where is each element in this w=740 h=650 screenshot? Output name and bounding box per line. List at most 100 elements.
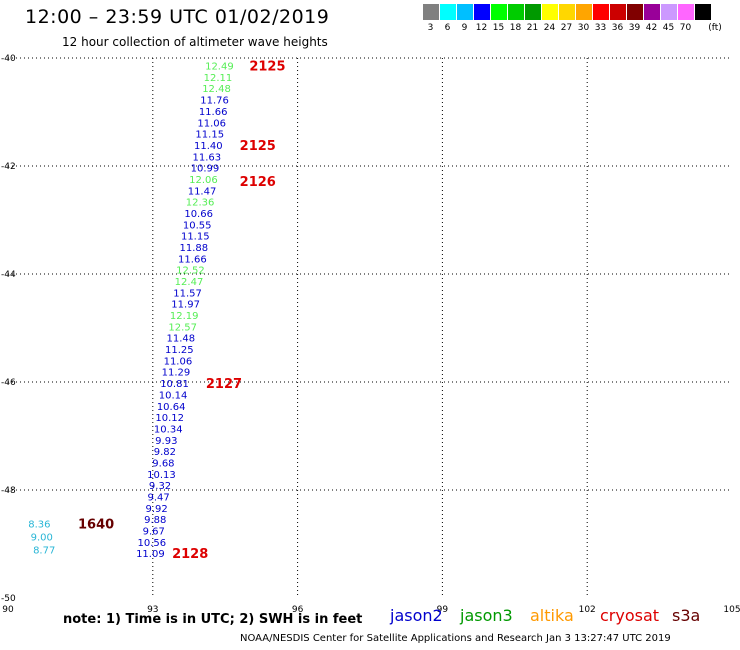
scale-label: 3 [427,23,434,33]
lon-tick-label: 96 [292,605,304,615]
wave-height-value: 9.32 [149,481,171,492]
wave-height-value: 12.52 [176,266,205,277]
lat-tick-label: -44 [1,270,16,280]
footer-credit: NOAA/NESDIS Center for Satellite Applica… [240,633,671,644]
scale-label: 24 [543,23,556,33]
wave-height-value: 9.67 [143,527,165,538]
wave-height-value: 9.82 [154,447,176,458]
wave-height-value: 11.63 [193,152,222,163]
legend-jason2: jason2 [390,606,443,625]
scale-unit: (ft) [708,23,722,33]
scale-label: 39 [628,23,641,33]
wave-height-value: 9.00 [31,532,53,543]
lat-tick-label: -42 [1,162,16,172]
scale-swatch [558,4,575,20]
scale-label: 12 [475,23,488,33]
scale-swatch [575,4,592,20]
scale-label: 27 [560,23,573,33]
wave-height-value: 12.06 [189,175,218,186]
legend-cryosat: cryosat [600,606,660,625]
wave-height-value: 12.11 [204,73,233,84]
wave-height-value: 11.66 [178,254,207,265]
lon-tick-label: 93 [147,605,158,615]
wave-height-value: 8.36 [28,519,50,530]
wave-height-value: 11.06 [164,356,193,367]
scale-swatch [456,4,473,20]
wave-height-value: 8.77 [33,545,55,556]
scale-swatch [473,4,490,20]
wave-height-value: 11.06 [197,118,226,129]
lon-tick-label: 102 [579,605,596,615]
wave-height-value: 10.56 [138,538,167,549]
lat-tick-label: -50 [1,594,16,604]
scale-swatch [422,4,439,20]
wave-height-value: 10.34 [154,424,183,435]
wave-height-value: 9.88 [144,515,166,526]
scale-label: 36 [611,23,624,33]
pass-number-label: 2125 [249,60,285,75]
scale-swatch [677,4,694,20]
scale-label: 18 [509,23,522,33]
scale-swatch [439,4,456,20]
pass-number-label: 2126 [240,175,276,190]
wave-height-value: 10.66 [184,209,213,220]
wave-height-value: 11.29 [162,368,191,379]
wave-height-value: 9.92 [146,504,168,515]
lat-tick-label: -46 [1,378,16,388]
pass-number-label: 2125 [240,139,276,154]
wave-height-value: 12.47 [175,277,204,288]
pass-number-label: 2128 [172,547,208,562]
wave-height-value: 10.81 [160,379,189,390]
scale-swatch [643,4,660,20]
wave-height-value: 10.99 [191,164,220,175]
wave-height-value: 11.88 [180,243,209,254]
scale-swatch [524,4,541,20]
wave-height-value: 11.15 [181,232,210,243]
wave-height-value: 10.14 [159,390,188,401]
wave-height-value: 11.76 [200,96,229,107]
wave-height-value: 11.09 [136,549,165,560]
page-subtitle: 12 hour collection of altimeter wave hei… [62,35,328,49]
wave-height-value: 11.48 [166,334,195,345]
pass-number-label: 1640 [78,517,114,532]
wave-height-value: 11.25 [165,345,194,356]
lat-tick-label: -48 [1,486,16,496]
wave-height-value: 10.55 [183,220,212,231]
scale-label: 45 [662,23,675,33]
lon-tick-label: 90 [2,605,14,615]
scale-label: 21 [526,23,539,33]
wave-height-value: 12.36 [186,198,215,209]
scale-label: 33 [594,23,607,33]
wave-height-value: 9.93 [155,436,177,447]
scale-swatch [541,4,558,20]
scale-swatch [660,4,677,20]
wave-height-value: 12.57 [168,322,197,333]
scale-swatch [507,4,524,20]
wave-height-value: 12.19 [170,311,199,322]
wave-height-value: 12.48 [202,84,231,95]
scale-label: 15 [492,23,505,33]
scale-label: 30 [577,23,590,33]
scale-label: 70 [679,23,692,33]
wave-height-value: 11.40 [194,141,223,152]
scale-label: 6 [444,23,451,33]
wave-height-value: 12.49 [205,62,234,73]
legend-jason3: jason3 [460,606,513,625]
scale-label: 42 [645,23,658,33]
wave-height-value: 11.97 [171,300,200,311]
note-text: note: 1) Time is in UTC; 2) SWH is in fe… [63,612,363,627]
lon-tick-label: 105 [723,605,740,615]
wave-height-value: 11.15 [195,130,224,141]
wave-height-value: 11.66 [199,107,228,118]
wave-height-value: 10.64 [157,402,186,413]
wave-height-value: 9.47 [147,492,169,503]
wave-height-value: 10.12 [155,413,184,424]
scale-label: 9 [461,23,468,33]
lat-tick-label: -40 [1,54,16,64]
page-title: 12:00 – 23:59 UTC 01/02/2019 [25,6,330,28]
scale-swatch [694,4,711,20]
wave-height-value: 11.47 [188,186,217,197]
wave-height-value: 10.13 [147,470,176,481]
lon-tick-label: 99 [437,605,449,615]
